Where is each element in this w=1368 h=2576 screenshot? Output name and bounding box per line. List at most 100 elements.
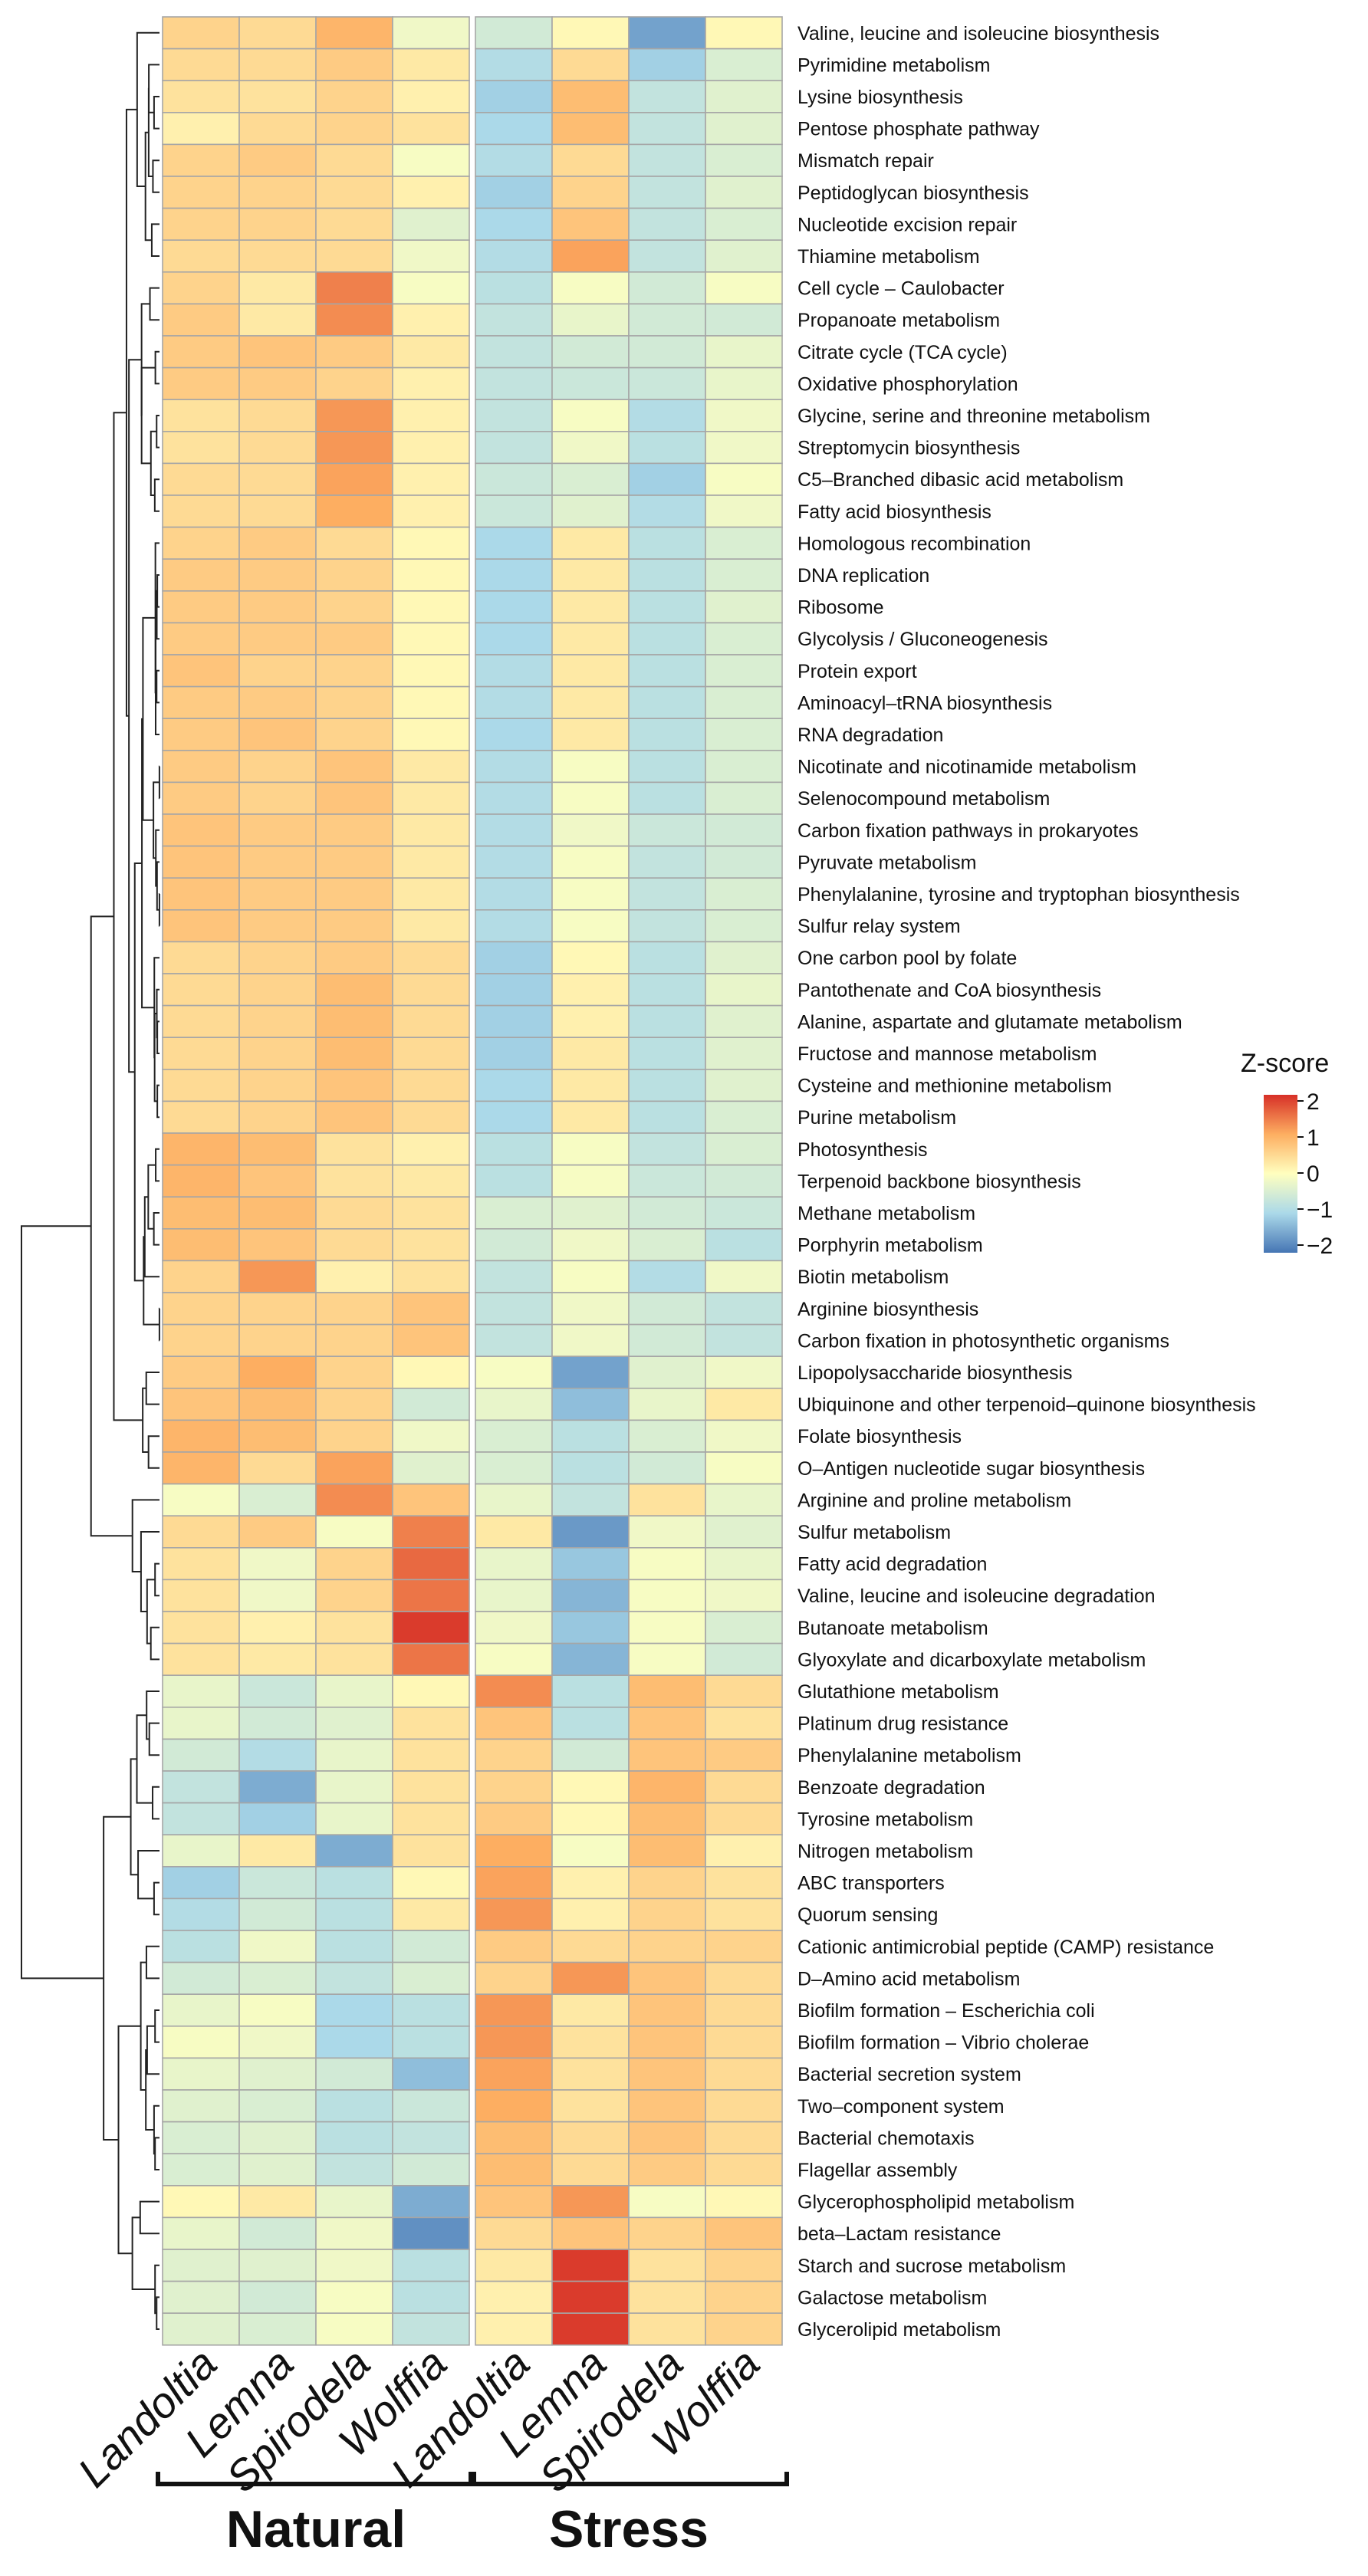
heatmap-cell — [392, 1260, 470, 1293]
heatmap-cell — [475, 1323, 553, 1357]
heatmap-cell — [475, 1515, 553, 1549]
dendrogram-branch — [21, 1225, 104, 1980]
heatmap-cell — [705, 176, 783, 209]
heatmap-cell — [238, 2280, 317, 2315]
heatmap-cell — [162, 239, 240, 273]
heatmap-cell — [628, 1707, 706, 1740]
heatmap-cell — [238, 622, 317, 656]
row-label: Nitrogen metabolism — [797, 1841, 973, 1862]
heatmap-cell — [475, 1164, 553, 1198]
heatmap-cell — [551, 1802, 630, 1836]
heatmap-cell — [705, 2249, 783, 2282]
heatmap-cell — [162, 303, 240, 337]
heatmap-cell — [238, 877, 317, 911]
heatmap-cell — [551, 2153, 630, 2187]
heatmap-cell — [392, 1547, 470, 1581]
heatmap-cell — [551, 80, 630, 113]
heatmap-cell — [162, 685, 240, 719]
dendrogram-branch — [150, 1626, 159, 1661]
row-label: Fructose and mannose metabolism — [797, 1043, 1097, 1065]
heatmap-cell — [705, 1483, 783, 1516]
heatmap-cell — [475, 48, 553, 81]
dendrogram-branch — [130, 1758, 139, 1876]
heatmap-cell — [551, 1515, 630, 1549]
heatmap-cell — [315, 1961, 393, 1996]
dendrogram-branch — [154, 2137, 159, 2170]
heatmap-cell — [705, 1388, 783, 1421]
heatmap-cell — [475, 973, 553, 1007]
heatmap-cell — [315, 2153, 393, 2187]
heatmap-cell — [315, 1770, 393, 1804]
heatmap-cell — [705, 845, 783, 879]
heatmap-cell — [238, 399, 317, 432]
heatmap-cell — [162, 1388, 240, 1421]
heatmap-cell — [238, 2185, 317, 2219]
heatmap-cell — [162, 1802, 240, 1836]
heatmap-cell — [705, 1802, 783, 1836]
heatmap-cell — [315, 1993, 393, 2027]
group-label: Stress — [549, 2500, 709, 2558]
heatmap-cell — [315, 1228, 393, 1262]
heatmap-cell — [238, 1611, 317, 1644]
heatmap-cell — [475, 941, 553, 974]
heatmap-cell — [475, 2280, 553, 2315]
legend-ticks: 2 1 0 −1 −2 — [1297, 1089, 1333, 1259]
legend-colorbar — [1264, 1095, 1297, 1253]
heatmap-cell — [315, 335, 393, 369]
heatmap-cell — [162, 112, 240, 146]
heatmap-cell — [315, 1196, 393, 1230]
heatmap-cell — [475, 2153, 553, 2187]
heatmap-cell — [238, 48, 317, 81]
heatmap-cell — [705, 781, 783, 815]
heatmap-cell — [238, 1770, 317, 1804]
heatmap-cell — [315, 303, 393, 337]
heatmap-cell — [705, 1004, 783, 1038]
heatmap-cell — [705, 1164, 783, 1198]
row-label: RNA degradation — [797, 724, 943, 746]
heatmap-cell — [551, 1419, 630, 1453]
heatmap-cell — [392, 685, 470, 719]
heatmap-cell — [551, 1323, 630, 1357]
dendrogram-branch — [148, 1722, 159, 1756]
heatmap-cell — [392, 909, 470, 943]
heatmap-cell — [392, 16, 470, 50]
heatmap-cell — [628, 2280, 706, 2315]
heatmap-cell — [475, 1069, 553, 1102]
heatmap-cell — [238, 941, 317, 974]
heatmap-cell — [475, 813, 553, 847]
heatmap-cell — [475, 1674, 553, 1708]
heatmap-cell — [628, 176, 706, 209]
heatmap-cell — [315, 973, 393, 1007]
row-label: Arginine biosynthesis — [797, 1299, 978, 1320]
heatmap-cell — [475, 1961, 553, 1996]
heatmap-cell — [551, 176, 630, 209]
heatmap-cell — [628, 1611, 706, 1644]
heatmap-cell — [315, 1834, 393, 1868]
row-labels: Valine, leucine and isoleucine biosynthe… — [797, 23, 1256, 2341]
row-label: Ubiquinone and other terpenoid–quinone b… — [797, 1395, 1256, 1416]
heatmap-cell — [315, 2121, 393, 2155]
heatmap-cell — [392, 303, 470, 337]
heatmap-cell — [628, 1164, 706, 1198]
heatmap-cell — [551, 2089, 630, 2123]
heatmap-cell — [162, 2185, 240, 2219]
heatmap-cell — [475, 909, 553, 943]
heatmap-cell — [551, 1611, 630, 1644]
row-label: Phenylalanine metabolism — [797, 1745, 1021, 1766]
heatmap-cell — [238, 1164, 317, 1198]
heatmap-cell — [238, 2312, 317, 2346]
heatmap-cell — [551, 1100, 630, 1134]
dendrogram-branch — [140, 366, 156, 465]
heatmap-cell — [705, 685, 783, 719]
heatmap-cell — [705, 1228, 783, 1262]
heatmap-cell — [315, 1069, 393, 1102]
heatmap-cell — [315, 1355, 393, 1389]
heatmap-cell — [705, 430, 783, 465]
row-label: Valine, leucine and isoleucine biosynthe… — [797, 23, 1159, 44]
heatmap-cell — [392, 2089, 470, 2123]
row-label: Cysteine and methionine metabolism — [797, 1076, 1112, 1097]
heatmap-cell — [475, 526, 553, 560]
row-label: Starch and sucrose metabolism — [797, 2256, 1066, 2277]
heatmap-cell — [392, 1419, 470, 1453]
